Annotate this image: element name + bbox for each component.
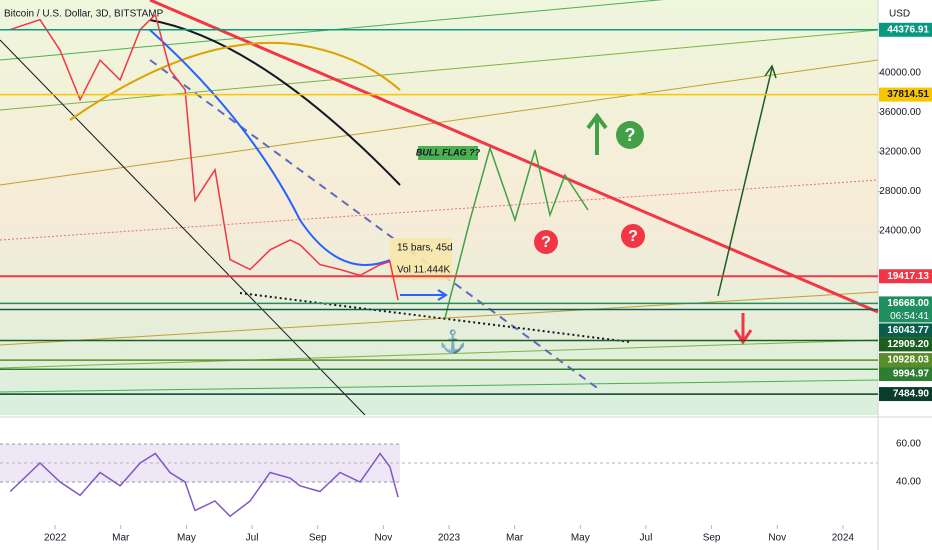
price-pane: [0, 0, 878, 415]
question-icon: [534, 230, 558, 254]
price-label: 19417.13: [887, 271, 929, 282]
resistance-line: [149, 0, 879, 314]
x-tick-label: Jul: [246, 533, 259, 544]
price-label: 37814.51: [887, 89, 929, 100]
y-tick-label: 40000.00: [879, 68, 921, 79]
dotted-support: [239, 292, 631, 343]
price-label-box: [879, 323, 932, 338]
price-label: 16668.00: [887, 298, 929, 309]
arrow-head: [764, 64, 777, 79]
x-tick-label: 2023: [438, 533, 461, 544]
price-label-box: [879, 387, 932, 402]
y-tick-label: 60.00: [896, 439, 921, 450]
y-tick-label: 32000.00: [879, 147, 921, 158]
question-icon: [621, 224, 645, 248]
dashed-trend: [149, 59, 601, 391]
x-tick-label: 2022: [44, 533, 67, 544]
down-arrow: [733, 313, 753, 345]
question-icon: [616, 121, 644, 149]
price-label: 10928.03: [887, 355, 929, 366]
question-mark: ?: [541, 234, 551, 251]
range-arrow: [400, 289, 448, 301]
x-tick-label: Mar: [112, 533, 130, 544]
series-line: [9, 452, 399, 518]
x-tick-label: Nov: [768, 533, 786, 544]
drawings: [0, 0, 879, 416]
currency: USD: [889, 9, 910, 20]
trend-line: [0, 39, 366, 416]
x-tick-label: May: [177, 533, 196, 544]
y-tick-label: 24000.00: [879, 226, 921, 237]
x-tick-label: Mar: [506, 533, 524, 544]
annotation: 15 bars, 45d: [397, 243, 453, 254]
price-label: 9994.97: [893, 369, 930, 380]
x-tick-label: Sep: [309, 533, 327, 544]
channel-line: [0, 339, 879, 369]
channel-line: [0, 179, 879, 241]
anchor-icon: ⚓: [439, 329, 466, 354]
price-label: 7484.90: [893, 389, 930, 400]
price-label-box: [879, 22, 932, 37]
ma-200: [149, 19, 401, 186]
x-tick-label: 2024: [832, 533, 855, 544]
price-label: 12909.20: [887, 339, 929, 350]
price-label-box: [879, 87, 932, 102]
price-label: 44376.91: [887, 24, 929, 35]
annotation-box: [418, 146, 478, 160]
up-arrow: [586, 112, 608, 155]
question-mark: ?: [625, 125, 636, 145]
channel-line: [0, 0, 665, 61]
annotation: Vol 11.444K: [397, 265, 451, 276]
price-label-box: [879, 337, 932, 352]
countdown-box: [879, 309, 932, 323]
x-tick-label: Sep: [703, 533, 721, 544]
ma-50: [149, 29, 391, 266]
channel-line: [0, 379, 879, 393]
price-label-box: [879, 269, 932, 284]
series-line: [9, 13, 399, 301]
x-tick-label: May: [571, 533, 590, 544]
annotation: BULL FLAG ??: [416, 147, 481, 157]
bull-flag-path: [444, 145, 589, 319]
channel-line: [0, 29, 879, 111]
x-tick-label: Nov: [374, 533, 392, 544]
y-tick-label: 40.00: [896, 477, 921, 488]
y-tick-label: 28000.00: [879, 186, 921, 197]
countdown: 06:54:41: [890, 311, 929, 322]
price-label-box: [879, 296, 932, 311]
target-arrow: [717, 67, 773, 297]
chart-title: Bitcoin / U.S. Dollar, 3D, BITSTAMP: [4, 9, 164, 20]
x-tick-label: Jul: [640, 533, 653, 544]
measure-box: [390, 238, 452, 280]
question-mark: ?: [628, 228, 638, 245]
y-tick-label: 36000.00: [879, 107, 921, 118]
price-label-box: [879, 367, 932, 382]
ma-100: [69, 41, 401, 121]
price-label: 16043.77: [887, 325, 929, 336]
price-label-box: [879, 353, 932, 368]
